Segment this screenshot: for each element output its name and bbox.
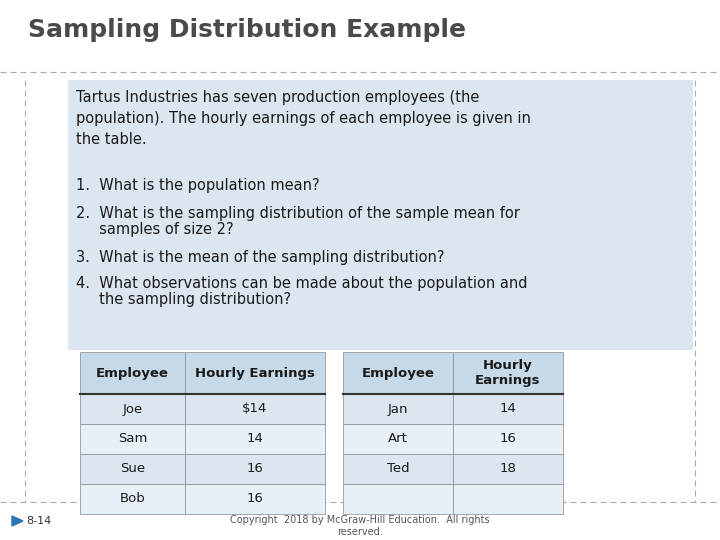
Bar <box>68 80 693 350</box>
Text: 1.  What is the population mean?: 1. What is the population mean? <box>76 178 320 193</box>
Text: 2.  What is the sampling distribution of the sample mean for: 2. What is the sampling distribution of … <box>76 206 520 221</box>
Text: Tartus Industries has seven production employees (the
population). The hourly ea: Tartus Industries has seven production e… <box>76 90 531 147</box>
Text: Joe: Joe <box>122 402 143 415</box>
Text: Bob: Bob <box>120 492 145 505</box>
Text: Sam: Sam <box>118 433 147 446</box>
Text: 16: 16 <box>246 492 264 505</box>
Text: 18: 18 <box>500 462 516 476</box>
Text: Hourly
Earnings: Hourly Earnings <box>475 359 541 387</box>
Bar <box>343 484 453 514</box>
Bar <box>80 352 185 394</box>
Text: Sue: Sue <box>120 462 145 476</box>
Bar <box>453 394 563 424</box>
Text: 4.  What observations can be made about the population and: 4. What observations can be made about t… <box>76 276 528 291</box>
Text: 16: 16 <box>500 433 516 446</box>
Text: Art: Art <box>388 433 408 446</box>
Bar <box>185 424 325 454</box>
Bar <box>80 484 185 514</box>
Bar <box>343 454 453 484</box>
Text: 14: 14 <box>246 433 264 446</box>
Bar <box>80 424 185 454</box>
Bar <box>343 424 453 454</box>
Bar <box>185 352 325 394</box>
Text: 8-14: 8-14 <box>26 516 51 526</box>
Text: $14: $14 <box>243 402 268 415</box>
Text: Copyright  2018 by McGraw-Hill Education.  All rights
reserved.: Copyright 2018 by McGraw-Hill Education.… <box>230 515 490 537</box>
Bar <box>185 394 325 424</box>
Text: 3.  What is the mean of the sampling distribution?: 3. What is the mean of the sampling dist… <box>76 250 444 265</box>
Bar <box>453 454 563 484</box>
Bar <box>453 352 563 394</box>
Text: Employee: Employee <box>96 367 169 380</box>
Text: Jan: Jan <box>388 402 408 415</box>
Bar <box>80 454 185 484</box>
Bar <box>185 484 325 514</box>
Bar <box>185 454 325 484</box>
Polygon shape <box>12 516 23 526</box>
Text: Ted: Ted <box>387 462 409 476</box>
Bar <box>343 352 453 394</box>
Bar <box>453 484 563 514</box>
Text: the sampling distribution?: the sampling distribution? <box>76 292 291 307</box>
Text: Sampling Distribution Example: Sampling Distribution Example <box>28 18 466 42</box>
Text: 14: 14 <box>500 402 516 415</box>
Text: Employee: Employee <box>361 367 434 380</box>
Bar <box>343 394 453 424</box>
Bar <box>453 424 563 454</box>
Bar <box>80 394 185 424</box>
Text: 16: 16 <box>246 462 264 476</box>
Text: Hourly Earnings: Hourly Earnings <box>195 367 315 380</box>
Text: samples of size 2?: samples of size 2? <box>76 222 233 237</box>
